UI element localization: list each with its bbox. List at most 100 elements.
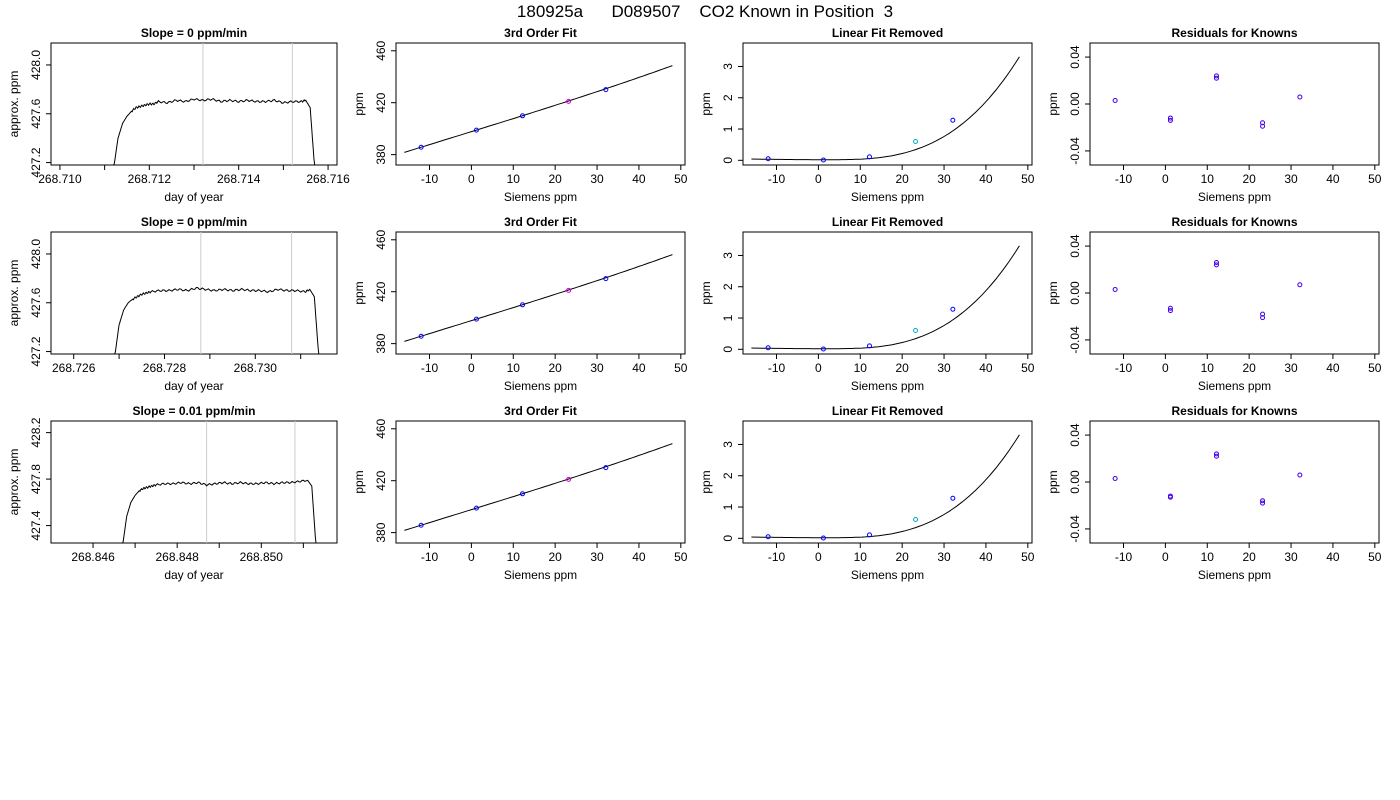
x-tick-label-r2c2: 50 <box>674 361 688 375</box>
y-axis-label-r3c1: approx. ppm <box>7 449 21 516</box>
y-axis-label-r1c3: ppm <box>699 92 713 115</box>
data-point-r2c3 <box>866 343 872 349</box>
x-tick-label-r3c3: 30 <box>937 550 951 564</box>
data-point-r2c2 <box>519 302 525 308</box>
data-point-overlay-r2c4 <box>1214 262 1219 268</box>
data-point-r3c3 <box>950 495 956 501</box>
plot-title-r3c3: Linear Fit Removed <box>832 404 943 418</box>
x-tick-label-r1c4: 40 <box>1326 172 1340 186</box>
y-tick-label-r3c3: 3 <box>721 441 735 448</box>
data-point-r1c3 <box>913 139 919 145</box>
y-axis-label-r2c3: ppm <box>699 281 713 304</box>
data-point-r3c3 <box>765 534 771 540</box>
data-point-r1c2 <box>603 87 609 93</box>
plot-title-r3c4: Residuals for Knowns <box>1171 404 1297 418</box>
y-tick-label-r1c2: 420 <box>374 92 388 112</box>
x-tick-label-r3c1: 268.850 <box>240 550 284 564</box>
data-point-overlay-r3c4 <box>1297 472 1303 478</box>
data-point-r1c3 <box>820 157 826 163</box>
plot-title-r2c3: Linear Fit Removed <box>832 215 943 229</box>
x-axis-label-r1c1: day of year <box>164 190 223 204</box>
y-tick-label-r3c2: 380 <box>374 522 388 542</box>
fit-curve-r1c3 <box>751 56 1020 161</box>
plot-title-r1c1: Slope = 0 ppm/min <box>141 26 247 40</box>
x-axis-label-r3c1: day of year <box>164 568 223 582</box>
y-tick-label-r1c3: 2 <box>721 94 735 101</box>
x-tick-label-r2c2: 30 <box>590 361 604 375</box>
data-point-r3c2 <box>603 465 609 471</box>
plot-title-r2c1: Slope = 0 ppm/min <box>141 215 247 229</box>
data-point-overlay-r1c4 <box>1168 118 1173 123</box>
plot-frame-r3c3 <box>742 420 1033 544</box>
y-tick-label-r2c2: 380 <box>374 333 388 353</box>
data-point-overlay-r1c4 <box>1214 75 1219 81</box>
y-tick-label-r2c1: 427.6 <box>29 287 43 317</box>
y-tick-label-r2c2: 460 <box>374 229 388 249</box>
data-point-r3c3 <box>913 517 919 523</box>
data-point-overlay-r1c4 <box>1297 94 1303 100</box>
x-tick-label-r3c3: 20 <box>895 550 909 564</box>
plot-frame-r2c1 <box>50 231 338 355</box>
x-tick-label-r2c4: 50 <box>1368 361 1382 375</box>
data-point-r3c2 <box>418 522 424 528</box>
y-tick-label-r3c2: 460 <box>374 418 388 438</box>
x-axis-label-r2c4: Siemens ppm <box>1198 379 1271 393</box>
x-tick-label-r3c4: 0 <box>1162 550 1169 564</box>
y-tick-label-r1c3: 0 <box>721 157 735 164</box>
y-tick-label-r1c4: -0.04 <box>1068 137 1082 165</box>
x-tick-label-r2c2: 10 <box>507 361 521 375</box>
x-tick-label-r3c2: 40 <box>632 550 646 564</box>
data-point-r1c3 <box>950 117 956 123</box>
plot-frame-r1c2 <box>395 42 686 166</box>
x-tick-label-r3c4: 50 <box>1368 550 1382 564</box>
data-point-r2c3 <box>950 306 956 312</box>
y-tick-label-r3c4: -0.04 <box>1068 515 1082 543</box>
figure-title: 180925a D089507 CO2 Known in Position 3 <box>516 2 894 21</box>
x-tick-label-r1c4: 20 <box>1242 172 1256 186</box>
x-axis-label-r1c3: Siemens ppm <box>851 190 924 204</box>
y-tick-label-r3c1: 427.8 <box>29 464 43 494</box>
y-axis-label-r2c2: ppm <box>352 281 366 304</box>
data-point-overlay-r1c4 <box>1260 123 1265 129</box>
y-tick-label-r2c4: 0.04 <box>1068 234 1082 258</box>
y-axis-label-r2c1: approx. ppm <box>7 260 21 327</box>
data-point-overlay-r3c4 <box>1260 500 1265 506</box>
x-tick-label-r3c1: 268.848 <box>155 550 199 564</box>
data-point-r2c2 <box>418 333 424 339</box>
plot-title-r3c2: 3rd Order Fit <box>504 404 577 418</box>
x-tick-label-r2c1: 268.726 <box>52 361 96 375</box>
y-tick-label-r3c3: 0 <box>721 535 735 542</box>
x-tick-label-r1c4: 10 <box>1201 172 1215 186</box>
plot-frame-r3c1 <box>50 420 338 544</box>
x-tick-label-r1c3: 0 <box>815 172 822 186</box>
x-tick-label-r1c3: 10 <box>854 172 868 186</box>
x-tick-label-r1c1: 268.710 <box>38 172 82 186</box>
fit-curve-r3c2 <box>404 443 673 531</box>
y-tick-label-r1c4: 0.04 <box>1068 45 1082 69</box>
x-axis-label-r3c4: Siemens ppm <box>1198 568 1271 582</box>
x-tick-label-r2c3: 30 <box>937 361 951 375</box>
y-tick-label-r1c2: 380 <box>374 144 388 164</box>
y-tick-label-r1c1: 427.6 <box>29 98 43 128</box>
x-tick-label-r1c4: 0 <box>1162 172 1169 186</box>
data-point-r3c2 <box>519 491 525 497</box>
y-tick-label-r3c4: 0.04 <box>1068 423 1082 447</box>
x-tick-label-r2c3: -10 <box>768 361 786 375</box>
y-axis-label-r1c4: ppm <box>1046 92 1060 115</box>
x-tick-label-r2c1: 268.730 <box>234 361 278 375</box>
data-point-overlay-r2c4 <box>1112 287 1118 292</box>
x-tick-label-r2c4: 20 <box>1242 361 1256 375</box>
plot-title-r3c1: Slope = 0.01 ppm/min <box>132 404 255 418</box>
y-axis-label-r3c3: ppm <box>699 470 713 493</box>
y-tick-label-r1c2: 460 <box>374 40 388 60</box>
x-tick-label-r1c2: 40 <box>632 172 646 186</box>
y-tick-label-r2c4: -0.04 <box>1068 326 1082 354</box>
x-axis-label-r1c4: Siemens ppm <box>1198 190 1271 204</box>
data-point-r2c3 <box>765 345 771 351</box>
data-point-overlay-r2c4 <box>1214 260 1219 265</box>
x-tick-label-r3c4: 40 <box>1326 550 1340 564</box>
plot-title-r2c4: Residuals for Knowns <box>1171 215 1297 229</box>
x-tick-label-r2c3: 50 <box>1021 361 1035 375</box>
x-tick-label-r1c3: 30 <box>937 172 951 186</box>
x-tick-label-r1c3: 50 <box>1021 172 1035 186</box>
